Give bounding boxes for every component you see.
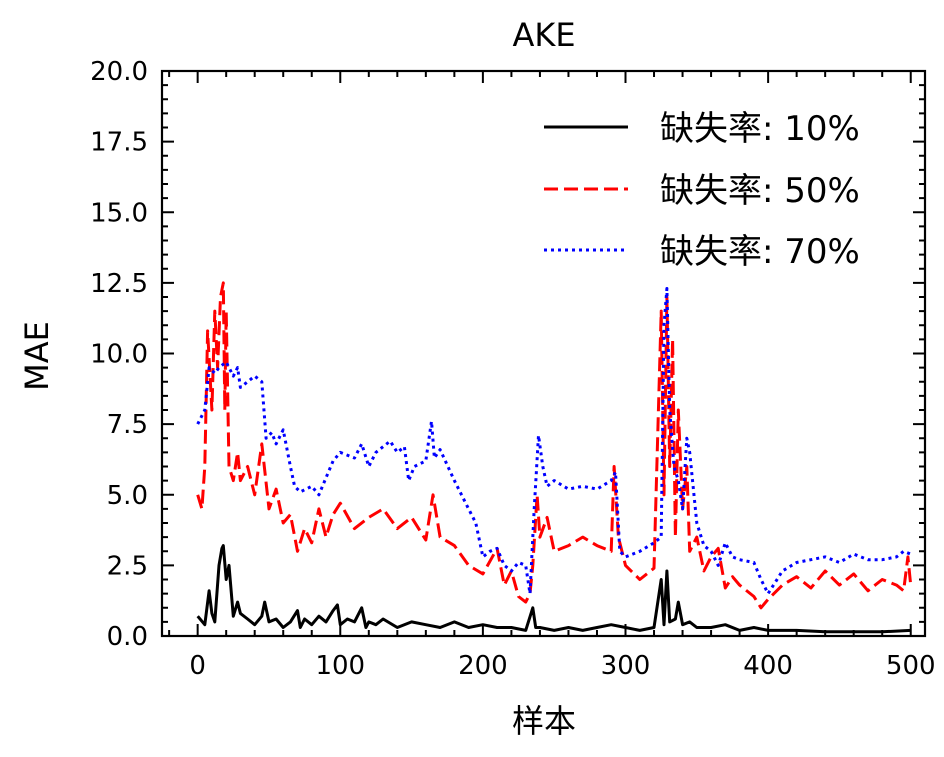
y-tick-label: 7.5 — [107, 410, 148, 440]
chart-title: AKE — [512, 16, 575, 54]
y-tick-label: 0.0 — [107, 622, 148, 652]
series-line-1 — [196, 544, 911, 634]
tick-labels-layer: 0 100 200 300 400 500 0.0 2.5 5.0 7.5 10.0 12.5 15.0… — [90, 57, 935, 681]
series-layer — [196, 281, 913, 634]
ticks-layer — [162, 70, 925, 637]
y-tick-label: 5.0 — [107, 481, 148, 511]
series-line-2 — [196, 281, 913, 610]
plot-frame — [160, 69, 927, 638]
x-tick-label: 500 — [886, 651, 936, 681]
y-tick-label: 20.0 — [90, 57, 148, 87]
y-tick-label: 10.0 — [90, 340, 148, 370]
legend-label-3: 缺失率: 70% — [660, 232, 860, 272]
y-axis-title: MAE — [18, 321, 56, 391]
x-tick-label: 200 — [458, 651, 508, 681]
y-tick-label: 2.5 — [107, 551, 148, 581]
x-tick-label: 100 — [315, 651, 365, 681]
legend-label-1: 缺失率: 10% — [660, 109, 860, 149]
y-tick-label: 12.5 — [90, 269, 148, 299]
x-tick-label: 400 — [743, 651, 793, 681]
x-axis-title: 样本 — [512, 702, 576, 740]
y-tick-label: 17.5 — [90, 128, 148, 158]
x-tick-label: 300 — [601, 651, 651, 681]
x-tick-label: 0 — [189, 651, 206, 681]
legend-label-2: 缺失率: 50% — [660, 171, 860, 211]
series-line-3 — [196, 287, 912, 596]
y-tick-label: 15.0 — [90, 198, 148, 228]
legend: 缺失率: 10% 缺失率: 50% 缺失率: 70% — [544, 109, 860, 272]
